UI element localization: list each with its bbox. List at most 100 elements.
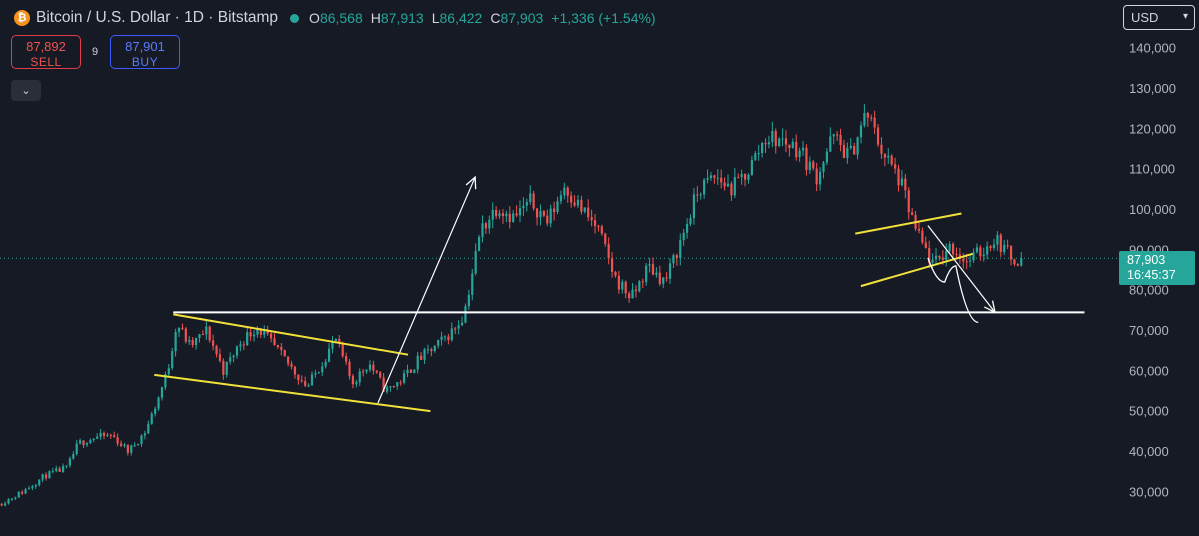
candle [853, 142, 856, 155]
candle [658, 265, 661, 287]
buy-price: 87,901 [125, 39, 165, 54]
candle [508, 206, 511, 229]
candle [269, 330, 273, 343]
candle [815, 162, 818, 192]
candle [116, 433, 119, 447]
candle [402, 369, 406, 385]
candle [14, 496, 17, 501]
candle [873, 110, 876, 135]
chart-legend: ₿ Bitcoin / U.S. Dollar · 1D · Bitstamp … [14, 7, 656, 29]
candle [437, 339, 440, 349]
candle [553, 201, 556, 221]
candle [433, 345, 436, 353]
candle [287, 356, 290, 367]
candle [232, 354, 235, 363]
candle [836, 130, 839, 142]
candle [297, 374, 300, 385]
candle [570, 191, 573, 208]
trendline[interactable] [173, 313, 409, 356]
candle [808, 156, 811, 174]
candle [212, 334, 215, 351]
candle [72, 451, 75, 460]
currency-select[interactable]: USD ▾ [1123, 5, 1195, 30]
candle [113, 431, 116, 438]
candle [331, 335, 334, 354]
y-tick-label: 120,000 [1129, 121, 1176, 136]
candle [48, 470, 51, 479]
symbol-title[interactable]: Bitcoin / U.S. Dollar · 1D · Bitstamp [36, 9, 279, 26]
candle [505, 210, 508, 223]
candle [893, 157, 897, 174]
candle [491, 202, 494, 229]
candle [467, 289, 470, 310]
candle [65, 465, 68, 469]
candle [529, 185, 532, 205]
candle [133, 442, 136, 448]
candle [239, 340, 242, 352]
candle [365, 369, 368, 375]
candle [781, 128, 784, 147]
buy-label: BUY [131, 55, 159, 69]
candle [423, 347, 426, 365]
candle [549, 204, 552, 228]
candle [767, 135, 771, 149]
candle [96, 433, 99, 440]
trendline[interactable] [154, 373, 431, 413]
candle [304, 376, 307, 388]
candle [982, 247, 985, 262]
candle [532, 190, 535, 211]
candle [542, 209, 545, 218]
candle [887, 148, 890, 164]
candle [426, 344, 430, 354]
candle [539, 204, 542, 226]
candle [761, 141, 764, 158]
candle [628, 291, 631, 303]
currency-value: USD [1131, 10, 1159, 25]
y-tick-label: 30,000 [1129, 484, 1169, 499]
low-label: L [431, 10, 440, 26]
candle [123, 442, 126, 448]
candle [327, 343, 331, 363]
candle [160, 386, 164, 401]
projection-path[interactable] [927, 257, 979, 324]
buy-button[interactable]: 87,901 BUY [110, 35, 180, 69]
candle [61, 463, 65, 473]
collapse-legend-button[interactable]: ⌄ [11, 80, 41, 101]
candle [167, 363, 170, 377]
arrow[interactable] [377, 176, 476, 404]
candle [631, 283, 634, 299]
market-open-icon [290, 13, 300, 23]
candle [740, 169, 743, 185]
candle [351, 373, 355, 389]
candle [938, 255, 941, 261]
candle [900, 170, 904, 187]
open-label: O [309, 10, 320, 26]
candle [668, 258, 672, 284]
candle [10, 498, 14, 502]
sell-button[interactable]: 87,892 SELL [11, 35, 81, 69]
trendline[interactable] [855, 212, 962, 235]
candle [464, 303, 467, 324]
arrow[interactable] [927, 225, 996, 313]
candle [556, 196, 559, 215]
candle [396, 381, 399, 390]
candle [137, 443, 140, 446]
candle [880, 137, 883, 159]
candle [638, 279, 641, 293]
candle [795, 134, 798, 161]
candle [764, 138, 767, 153]
candle [1009, 245, 1013, 266]
candle [921, 227, 924, 245]
candle [685, 218, 689, 239]
candle [164, 371, 167, 391]
candle [252, 330, 256, 342]
candle [21, 490, 24, 496]
candle [457, 320, 460, 335]
candle [225, 361, 228, 378]
candle [665, 271, 668, 282]
candle [1016, 263, 1019, 267]
candle [515, 205, 518, 218]
candle [778, 137, 781, 148]
candle [413, 369, 416, 374]
